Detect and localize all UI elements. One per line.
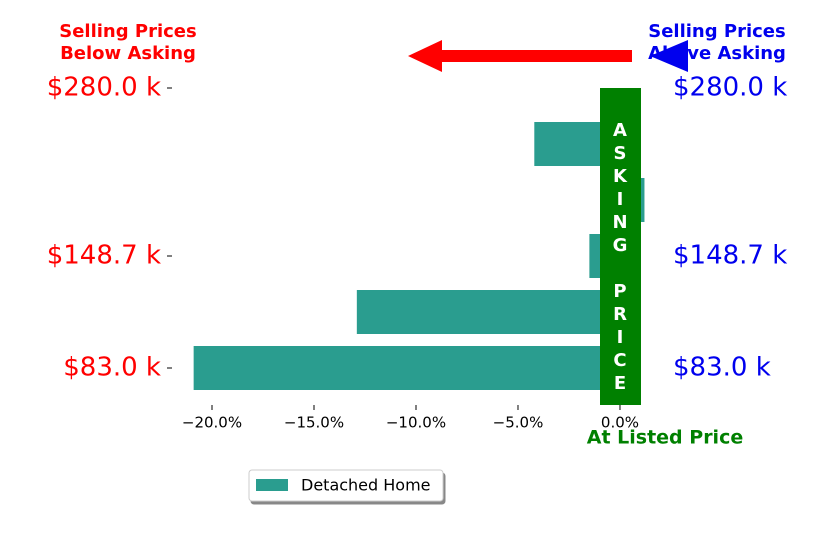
x-tick-label: −15.0% [284,414,344,432]
bar [356,290,620,334]
y-tick-label: $148.7 k [47,241,161,271]
left-arrow [408,40,632,72]
x-tick-label: 0.0% [601,414,639,432]
y-tick-label-right: $148.7 k [673,241,787,271]
bar [193,346,620,390]
y-tick-label: $280.0 k [47,73,161,103]
below-label: Below Asking [60,43,196,64]
asking-band [600,88,641,405]
x-tick-label: −20.0% [182,414,242,432]
x-tick-label: −5.0% [493,414,544,432]
below-label: Selling Prices [59,21,196,42]
above-label: Selling Prices [648,21,785,42]
legend-swatch [256,479,288,491]
y-tick-label-right: $83.0 k [673,353,771,383]
y-tick-label: $83.0 k [63,353,161,383]
asking-label: ASKING PRICE [610,120,631,396]
right-arrow [650,40,688,72]
y-tick-label-right: $280.0 k [673,73,787,103]
x-tick-label: −10.0% [386,414,446,432]
plot [193,122,645,390]
listed-label: At Listed Price [587,427,743,449]
legend-label: Detached Home [301,476,431,495]
legend [248,469,444,502]
